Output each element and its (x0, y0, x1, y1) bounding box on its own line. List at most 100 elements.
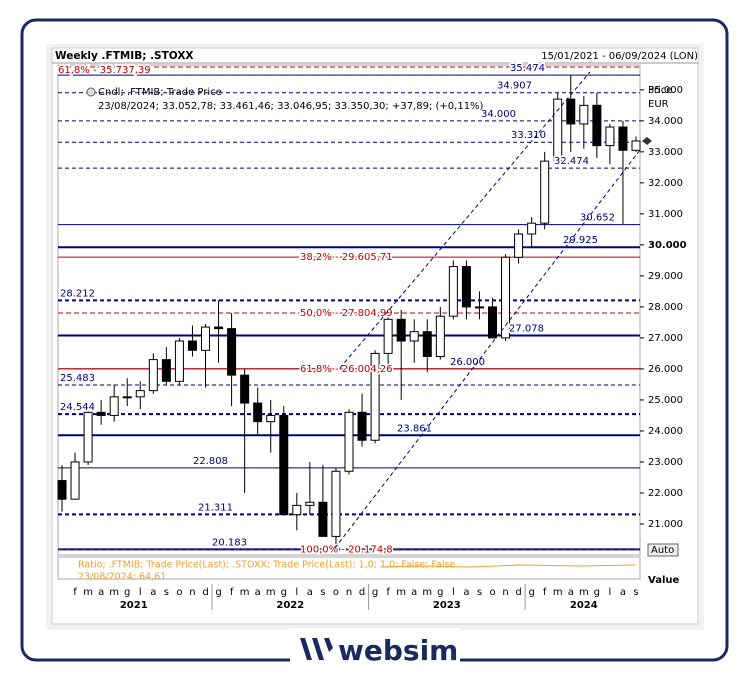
candle-body (553, 98, 563, 162)
y-tick-label: 26.000 (648, 364, 683, 375)
last-price-marker (642, 136, 652, 145)
x-tick-label: g (372, 587, 378, 598)
level-label: 29.925 (563, 235, 598, 246)
fib-label: 100,0% - 20.174,8 (300, 545, 393, 556)
ratio-line (379, 564, 636, 568)
candle-body (227, 328, 237, 376)
x-tick-label: n (502, 587, 508, 598)
x-tick-label: a (98, 587, 104, 598)
year-label: 2021 (120, 600, 148, 611)
candle-body (435, 315, 445, 358)
level-label: 35.474 (510, 63, 545, 74)
brand-icon (300, 638, 333, 660)
x-tick-label: m (240, 587, 250, 598)
candle-body (122, 396, 132, 399)
candle-body (96, 411, 106, 416)
y-tick-label: 31.000 (648, 209, 683, 220)
x-tick-label: g (215, 587, 221, 598)
x-tick-label: d (359, 587, 365, 598)
candle-body (409, 331, 419, 342)
axis-unit: EUR (648, 99, 669, 110)
x-tick-label: s (633, 587, 638, 598)
fib-label: 61,8% - 35.737,39 (58, 65, 151, 76)
legend-icon (86, 87, 96, 97)
x-tick-label: o (176, 587, 182, 598)
x-tick-label: l (295, 587, 298, 598)
level-label: 30.652 (580, 213, 615, 224)
x-tick-label: l (452, 587, 455, 598)
candle-body (253, 402, 263, 423)
candle-body (357, 411, 367, 441)
candle-body (618, 126, 628, 151)
candle-body (527, 222, 537, 235)
x-tick-label: f (543, 587, 547, 598)
x-tick-label: g (124, 587, 130, 598)
candle-body (70, 461, 80, 500)
candle-body (396, 318, 406, 342)
x-tick-label: s (477, 587, 482, 598)
level-label: 25.483 (60, 373, 95, 384)
candle-body (383, 318, 393, 354)
x-tick-label: d (515, 587, 521, 598)
chart-title: Weekly .FTMIB; .STOXX (55, 50, 194, 62)
date-range: 15/01/2021 - 06/09/2024 (LON) (541, 51, 698, 62)
channel-upper (339, 71, 591, 369)
candle-body (605, 126, 615, 147)
x-tick-label: g (594, 587, 600, 598)
legend-title: Cndl; .FTMIB; Trade Price (98, 87, 222, 98)
y-tick-label: 34.000 (648, 116, 683, 127)
candle-body (344, 411, 354, 472)
x-tick-label: m (83, 587, 93, 598)
candle-body (501, 256, 511, 339)
candle-body (579, 104, 589, 125)
y-tick-label: 23.000 (648, 457, 683, 468)
x-tick-label: f (386, 587, 390, 598)
candle-body (201, 326, 210, 351)
candle-body (592, 104, 602, 147)
candle-body (331, 470, 341, 537)
x-tick-label: a (463, 587, 469, 598)
y-tick-label: 33.000 (648, 147, 683, 158)
candle-body (474, 306, 484, 309)
x-tick-label: n (189, 587, 195, 598)
level-label: 34.907 (497, 81, 532, 92)
year-label: 2024 (570, 600, 598, 611)
x-tick-label: l (609, 587, 612, 598)
candle-body (370, 352, 380, 441)
x-tick-label: f (73, 587, 77, 598)
scale-mode[interactable]: Auto (651, 545, 674, 556)
level-label: 27.078 (509, 323, 544, 334)
lower-pane-last: 23/08/2024; 64,61 (78, 572, 166, 583)
candle-body (488, 306, 497, 339)
y-tick-label: 30.000 (648, 240, 687, 251)
level-label: 22.808 (193, 456, 228, 467)
scale-mode-box[interactable] (647, 543, 679, 557)
x-tick-label: a (150, 587, 156, 598)
x-tick-label: s (320, 587, 325, 598)
candle-body (279, 414, 289, 516)
candle-body (318, 501, 328, 537)
fib-label: 61,8% - 26.004,26 (300, 364, 393, 375)
candle-body (422, 331, 432, 358)
level-label: 32.474 (554, 156, 589, 167)
candle-body (214, 326, 224, 330)
candle-body (461, 266, 471, 308)
level-label: 33.310 (511, 130, 546, 141)
x-tick-label: o (489, 587, 495, 598)
level-label: 28.212 (60, 288, 95, 299)
x-tick-label: m (266, 587, 276, 598)
x-tick-label: a (255, 587, 261, 598)
brand-name: websim (338, 634, 458, 667)
candle-body (174, 340, 184, 382)
x-tick-label: m (579, 587, 589, 598)
x-tick-label: s (164, 587, 169, 598)
y-tick-label: 21.000 (648, 519, 683, 530)
candle-body (187, 340, 197, 351)
x-tick-label: a (411, 587, 417, 598)
x-tick-label: m (553, 587, 563, 598)
candle-body (161, 359, 171, 382)
y-tick-label: 35.000 (648, 85, 683, 96)
fib-label: 50,0% - 27.804,99 (300, 308, 393, 319)
y-tick-label: 22.000 (648, 488, 683, 499)
x-tick-label: a (307, 587, 313, 598)
